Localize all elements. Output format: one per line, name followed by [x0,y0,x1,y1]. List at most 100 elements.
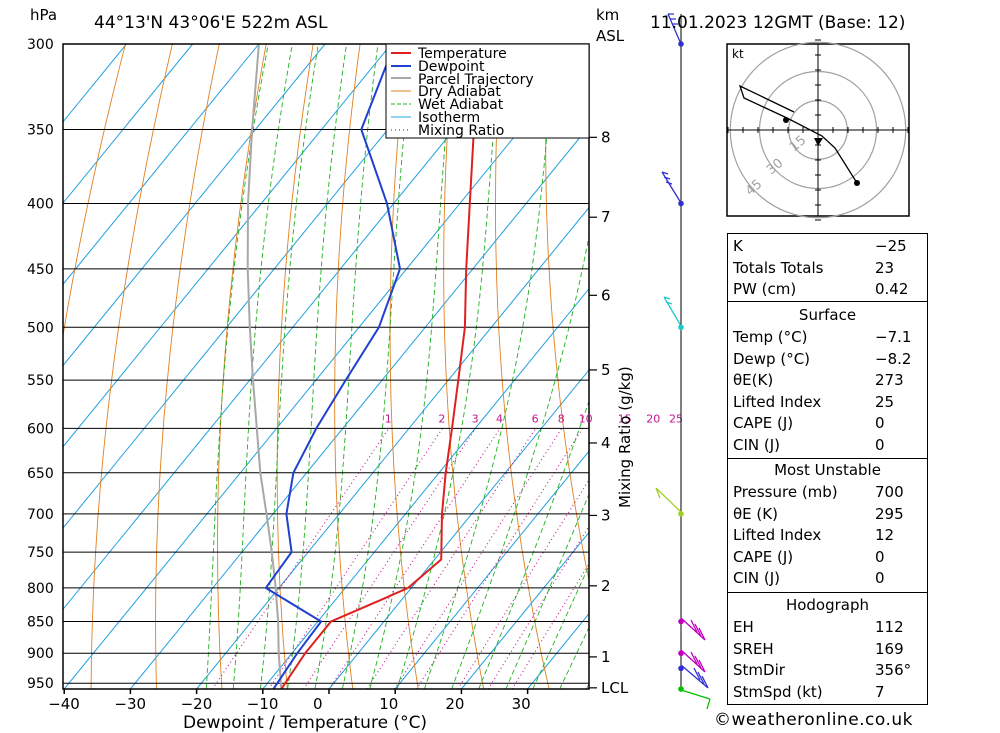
mixing-ratio-line [511,562,589,689]
legend: Temperature Dewpoint Parcel Trajectory D… [385,43,590,139]
hodograph-index-label: EH [733,618,754,636]
surface-row: Temp (°C) −7.1 [733,327,921,348]
index-row: Totals Totals 23 [733,258,921,279]
isotherm-line [262,287,589,689]
most-unstable-row: Pressure (mb) 700 [733,482,921,503]
most-unstable-value: 0 [875,569,885,588]
index-value: 0.42 [875,280,909,299]
km-tick-label: 1 [601,648,611,666]
mixing-ratio-label: 10 [579,412,593,425]
storm-motion-marker [814,138,823,146]
hodograph-index-label: StmDir [733,661,785,680]
wet-adiabat-line [287,44,348,689]
mixing-ratio-label: 15 [618,412,632,425]
y-tick-label: 750 [27,545,54,561]
surface-row: CIN (J) 0 [733,435,921,456]
wet-adiabat-line [259,44,319,689]
dry-adiabat-line [495,44,550,689]
most-unstable-label: θE (K) [733,504,778,523]
mixing-ratio-label: 4 [496,412,503,425]
divider [728,458,927,459]
isotherm-line [63,44,260,286]
y-tick-label: 600 [27,421,54,437]
mixing-ratio-label: 1 [385,412,392,425]
wet-adiabat-line [341,44,414,689]
most-unstable-row: CIN (J) 0 [733,568,921,589]
divider [728,592,927,593]
wind-barb [655,487,682,513]
y-tick-label: 300 [27,37,54,53]
surface-label: Lifted Index [733,392,822,411]
isotherm-line [461,531,589,689]
hodograph-unit: kt [732,47,744,61]
isotherm-line [63,44,458,529]
surface-label: CAPE (J) [733,414,794,433]
surface-row: θE(K) 273 [733,370,921,391]
wind-barb [680,617,706,641]
most-unstable-value: 295 [875,504,904,523]
surface-label: Dewp (°C) [733,349,811,368]
surface-value: −8.2 [875,349,912,368]
profiles [246,44,489,689]
surface-row: CAPE (J) 0 [733,413,921,434]
wind-barb [663,296,682,327]
hodograph-index-value: 356° [875,661,912,680]
hodograph-index-row: SREH 169 [733,639,921,660]
index-label: Totals Totals [733,258,824,277]
wet-adiabat-line [423,44,555,689]
height-unit-label: km [596,6,619,24]
y-tick-label: 950 [27,676,54,692]
mixing-ratio-line [303,428,477,689]
hodograph-index-label: SREH [733,639,774,658]
most-unstable-title: Most Unstable [774,461,881,479]
surface-label: θE(K) [733,371,774,390]
index-value: −25 [875,237,907,255]
surface-value: −7.1 [875,328,912,346]
wet-adiabat-line [232,44,293,689]
hodograph-index-row: StmSpd (kt) 7 [733,682,921,703]
mixing-ratio-label: 20 [646,412,660,425]
legend-temperature: Temperature [417,46,507,62]
dry-adiabat-line [970,44,1000,689]
hodograph-index-label: StmSpd (kt) [733,682,823,701]
mixing-ratio-line [416,428,584,689]
divider [728,301,927,302]
mixing-ratio-line [328,428,501,689]
isotherm-line [63,44,392,448]
y-tick-label: 850 [27,615,54,631]
legend-mixing-ratio: Mixing Ratio [418,123,504,139]
wind-barb [667,13,682,45]
index-value: 23 [875,258,895,277]
x-tick-label: 10 [379,695,398,713]
height-ref-label: ASL [596,27,625,45]
hodograph-index-row: StmDir 356° [733,660,921,681]
dry-adiabat-line [545,44,589,583]
legend-box [385,43,590,139]
y-tick-label: 700 [27,507,54,523]
y-tick-label: 500 [27,320,54,336]
isotherm-line [394,450,589,689]
y-tick-label: 350 [27,122,54,138]
mixing-ratio-axis-title: Mixing Ratio (g/kg) [616,366,634,508]
most-unstable-row: CAPE (J) 0 [733,547,921,568]
km-tick-label: 6 [601,286,611,304]
indices-panel: K −25 Totals Totals 23 PW (cm) 0.42 Surface T… [727,233,928,705]
hodograph-index-value: 112 [875,618,904,636]
wind-level-dot [678,200,684,207]
km-tick-label: LCL [601,679,629,697]
wind-barb [680,664,709,689]
km-tick-label: 3 [601,506,611,524]
y-tick-label: 900 [27,646,54,662]
mixing-ratio-label: 3 [472,412,479,425]
y-tick-label: 450 [27,262,54,278]
hodograph-point [783,117,789,123]
mixing-ratio-line [366,428,537,689]
x-axis-title: Dewpoint / Temperature (°C) [183,713,427,733]
most-unstable-row: Lifted Index 12 [733,525,921,546]
y-tick-label: 550 [27,373,54,389]
surface-label: CIN (J) [733,436,781,454]
mixing-ratio-line [394,428,563,689]
